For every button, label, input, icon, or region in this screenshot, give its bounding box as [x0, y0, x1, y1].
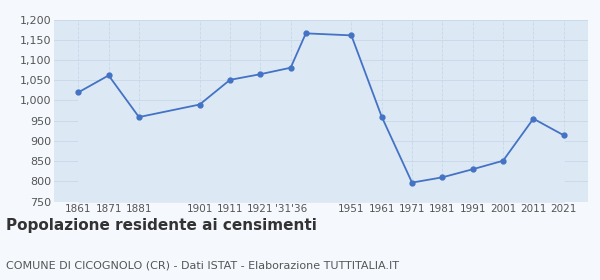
Text: Popolazione residente ai censimenti: Popolazione residente ai censimenti: [6, 218, 317, 234]
Text: COMUNE DI CICOGNOLO (CR) - Dati ISTAT - Elaborazione TUTTITALIA.IT: COMUNE DI CICOGNOLO (CR) - Dati ISTAT - …: [6, 260, 399, 270]
